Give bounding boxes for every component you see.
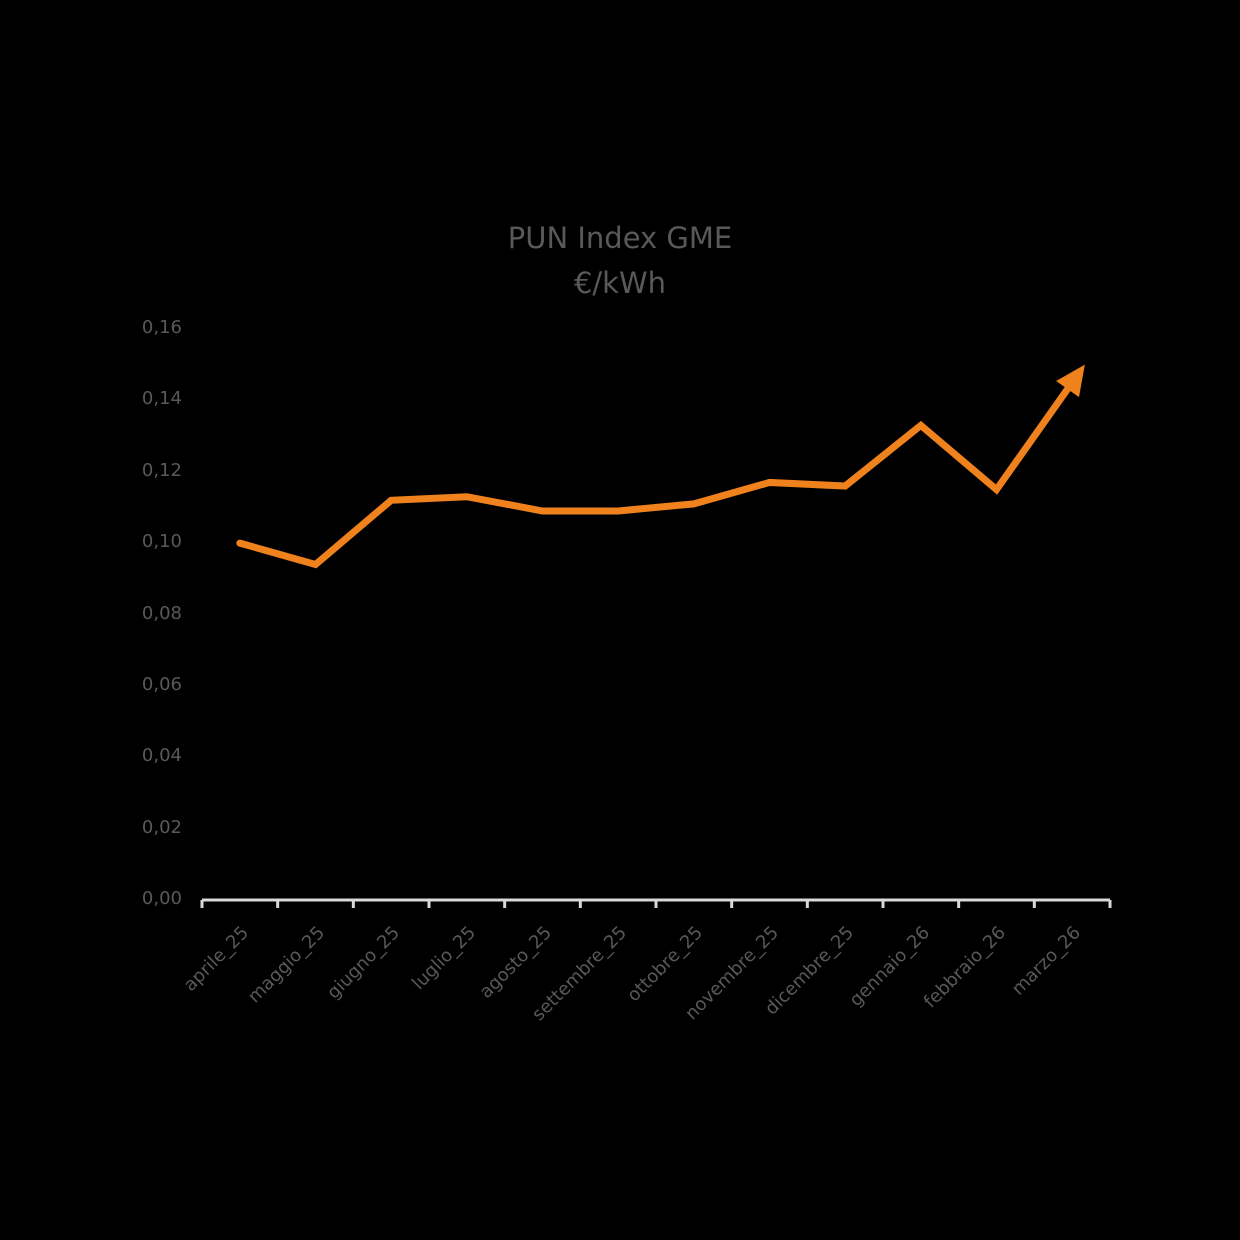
series-line-pun xyxy=(236,375,1078,569)
y-tick-label: 0,06 xyxy=(141,673,182,695)
y-tick-label: 0,04 xyxy=(141,745,182,767)
chart-title: PUN Index GME xyxy=(507,221,733,255)
y-tick-label: 0,08 xyxy=(141,602,182,624)
y-tick-label: 0,16 xyxy=(141,317,182,338)
arrow-head-icon xyxy=(1056,364,1085,398)
x-axis xyxy=(200,898,1112,908)
y-tick-label: 0,14 xyxy=(141,388,182,410)
y-tick-label: 0,10 xyxy=(141,531,182,553)
y-tick-label: 0,00 xyxy=(141,888,182,909)
y-tick-label: 0,02 xyxy=(141,816,182,838)
y-tick-label: 0,12 xyxy=(141,459,182,481)
chart-subtitle: €/kWh xyxy=(573,266,667,300)
